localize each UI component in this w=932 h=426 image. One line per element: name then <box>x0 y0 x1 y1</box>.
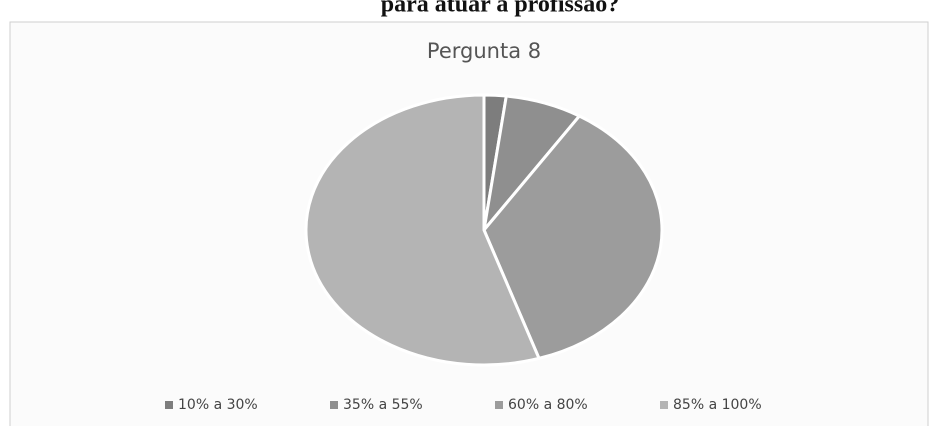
chart-title: Pergunta 8 <box>427 39 541 63</box>
legend-swatch <box>660 401 668 409</box>
legend-swatch <box>495 401 503 409</box>
legend-label: 35% a 55% <box>343 397 423 413</box>
pie-slice <box>482 114 664 361</box>
legend-swatch <box>330 401 338 409</box>
page-title: para atuar a profissão? <box>381 0 619 18</box>
legend-label: 10% a 30% <box>178 397 258 413</box>
legend-label: 85% a 100% <box>673 397 762 413</box>
legend-swatch <box>165 401 173 409</box>
legend-label: 60% a 80% <box>508 397 588 413</box>
pie-slice <box>304 93 542 367</box>
